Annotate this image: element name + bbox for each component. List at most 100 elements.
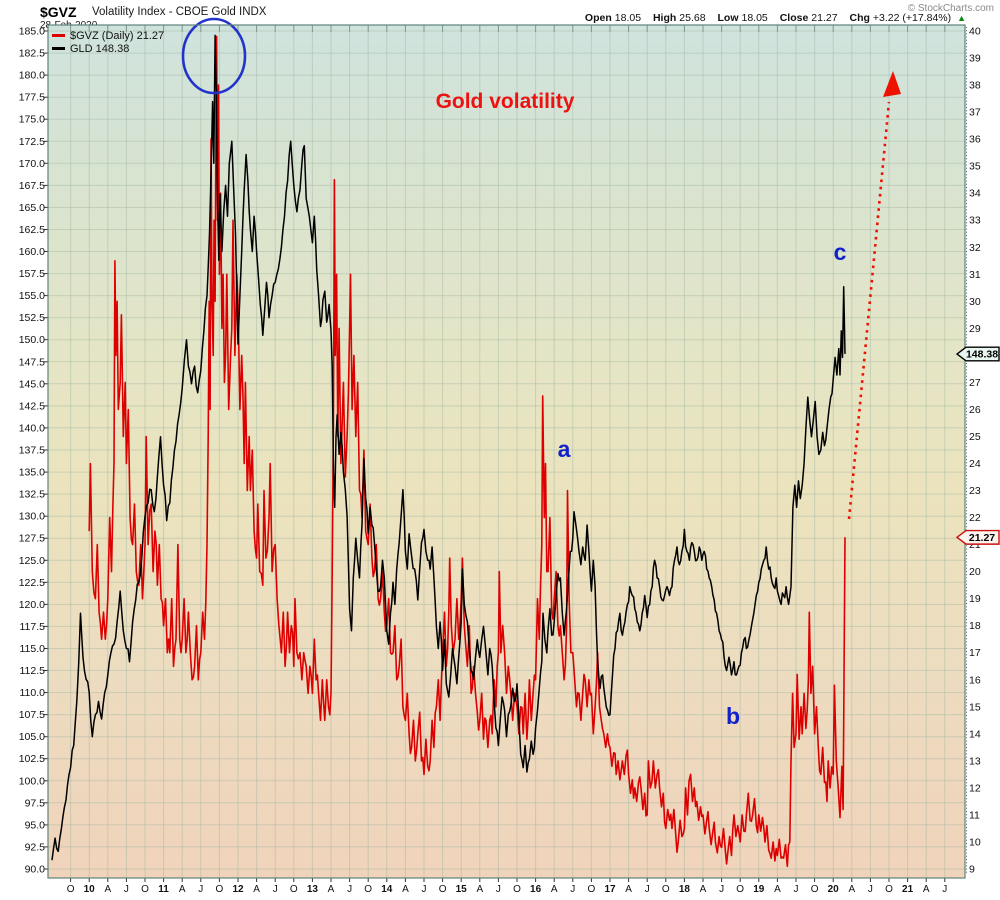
x-axis-label: A bbox=[774, 884, 781, 895]
close-label: Close bbox=[779, 12, 809, 24]
x-axis-label: 17 bbox=[604, 884, 616, 895]
low-label: Low bbox=[717, 12, 739, 24]
copyright: © StockCharts.com bbox=[907, 3, 994, 14]
left-axis-label: 107.5 bbox=[19, 709, 45, 721]
x-axis-label: O bbox=[290, 884, 298, 895]
x-axis-label: 20 bbox=[828, 884, 840, 895]
left-axis-label: 117.5 bbox=[20, 621, 46, 633]
left-axis-label: 170.0 bbox=[19, 158, 45, 170]
left-axis-label: 97.5 bbox=[25, 797, 46, 809]
left-axis-label: 152.5 bbox=[19, 312, 45, 324]
left-axis-label: 137.5 bbox=[19, 445, 45, 457]
left-axis-label: 112.5 bbox=[20, 665, 46, 677]
price-tag bbox=[955, 346, 1000, 362]
x-axis-label: A bbox=[923, 884, 930, 895]
gold-volatility-label: Gold volatility bbox=[436, 90, 575, 113]
right-axis-label: 35 bbox=[969, 161, 981, 173]
right-axis-label: 34 bbox=[969, 188, 981, 200]
left-axis-label: 92.5 bbox=[25, 841, 46, 853]
right-axis-label: 23 bbox=[969, 485, 981, 497]
left-axis-label: 90.0 bbox=[25, 864, 46, 876]
right-axis-label: 19 bbox=[969, 593, 981, 605]
x-axis-label: A bbox=[625, 884, 632, 895]
left-axis-label: 157.5 bbox=[19, 268, 45, 280]
right-axis-label: 29 bbox=[969, 323, 981, 335]
x-axis-label: 11 bbox=[158, 884, 169, 895]
left-axis-label: 150.0 bbox=[19, 334, 45, 346]
legend-gvz-label: $GVZ (Daily) 21.27 bbox=[70, 30, 165, 42]
x-axis-label: A bbox=[328, 884, 335, 895]
left-axis-label: 100.0 bbox=[19, 775, 45, 787]
right-axis-label: 30 bbox=[969, 296, 981, 308]
open-value: 18.05 bbox=[614, 12, 642, 24]
x-axis-label: O bbox=[141, 884, 149, 895]
x-axis-label: J bbox=[124, 884, 129, 895]
x-axis-label: 12 bbox=[232, 884, 244, 895]
x-axis-label: O bbox=[513, 884, 521, 895]
left-axis-label: 102.5 bbox=[19, 753, 45, 765]
x-axis-label: J bbox=[570, 884, 575, 895]
x-axis-label: A bbox=[402, 884, 409, 895]
left-axis-label: 140.0 bbox=[19, 422, 45, 434]
right-axis-label: 22 bbox=[969, 512, 981, 524]
x-axis-label: J bbox=[496, 884, 501, 895]
left-axis-label: 122.5 bbox=[19, 577, 45, 589]
right-axis-label: 13 bbox=[969, 755, 981, 767]
right-axis-label: 37 bbox=[969, 107, 981, 119]
x-axis-label: O bbox=[364, 884, 372, 895]
right-axis-label: 17 bbox=[969, 647, 981, 659]
right-axis-label: 18 bbox=[969, 620, 981, 632]
legend-gld-label: GLD 148.38 bbox=[70, 43, 130, 55]
right-axis-label: 12 bbox=[969, 782, 981, 794]
symbol: $GVZ bbox=[40, 4, 77, 20]
x-axis-label: 14 bbox=[381, 884, 393, 895]
legend-item-gld: GLD 148.38 bbox=[52, 43, 164, 56]
low-value: 18.05 bbox=[741, 12, 768, 24]
right-axis-label: 16 bbox=[969, 674, 981, 686]
left-axis-label: 172.5 bbox=[19, 136, 45, 148]
x-axis-label: O bbox=[67, 884, 75, 895]
x-axis-label: A bbox=[104, 884, 111, 895]
right-axis-label: 15 bbox=[969, 701, 981, 713]
left-axis-label: 177.5 bbox=[19, 92, 45, 104]
right-axis-label: 32 bbox=[969, 242, 981, 254]
price-tag-value: 148.38 bbox=[966, 349, 998, 361]
price-tag bbox=[955, 529, 1000, 545]
left-axis-label: 165.0 bbox=[19, 202, 45, 214]
projection-dotted-arrow bbox=[847, 101, 891, 520]
right-axis-label: 40 bbox=[969, 26, 981, 38]
x-axis-label: 18 bbox=[679, 884, 691, 895]
left-axis-label: 95.0 bbox=[25, 819, 46, 831]
x-axis-label: 13 bbox=[307, 884, 319, 895]
left-axis-label: 162.5 bbox=[19, 224, 45, 236]
x-axis-label: J bbox=[645, 884, 650, 895]
left-axis-label: 185.0 bbox=[19, 26, 45, 38]
wave-c-label: c bbox=[834, 239, 847, 265]
x-axis-label: O bbox=[439, 884, 447, 895]
open-label: Open bbox=[584, 12, 612, 24]
wave-b-label: b bbox=[726, 703, 740, 729]
legend-item-gvz: $GVZ (Daily) 21.27 bbox=[52, 30, 164, 43]
left-axis-label: 130.0 bbox=[19, 511, 45, 523]
peak-circle-annotation bbox=[181, 17, 247, 95]
x-axis-label: 16 bbox=[530, 884, 542, 895]
x-axis-label: J bbox=[942, 884, 947, 895]
arrowhead-icon bbox=[883, 71, 901, 97]
x-axis-label: J bbox=[273, 884, 278, 895]
change-value: +3.22 (+17.84%) bbox=[872, 12, 952, 24]
right-axis-label: 14 bbox=[969, 728, 981, 740]
x-axis-label: A bbox=[848, 884, 855, 895]
right-axis-label: 31 bbox=[969, 269, 981, 281]
gvz-line-swatch bbox=[52, 33, 65, 37]
x-axis-label: A bbox=[700, 884, 707, 895]
x-axis-label: 10 bbox=[84, 884, 96, 895]
left-axis-label: 175.0 bbox=[19, 114, 45, 126]
wave-a-label: a bbox=[558, 436, 571, 462]
plot-border bbox=[47, 24, 966, 879]
right-axis-label: 25 bbox=[969, 431, 981, 443]
left-axis-label: 135.0 bbox=[19, 467, 45, 479]
right-axis-label: 10 bbox=[969, 836, 981, 848]
x-axis-label: J bbox=[794, 884, 799, 895]
right-axis-label: 9 bbox=[969, 864, 975, 876]
